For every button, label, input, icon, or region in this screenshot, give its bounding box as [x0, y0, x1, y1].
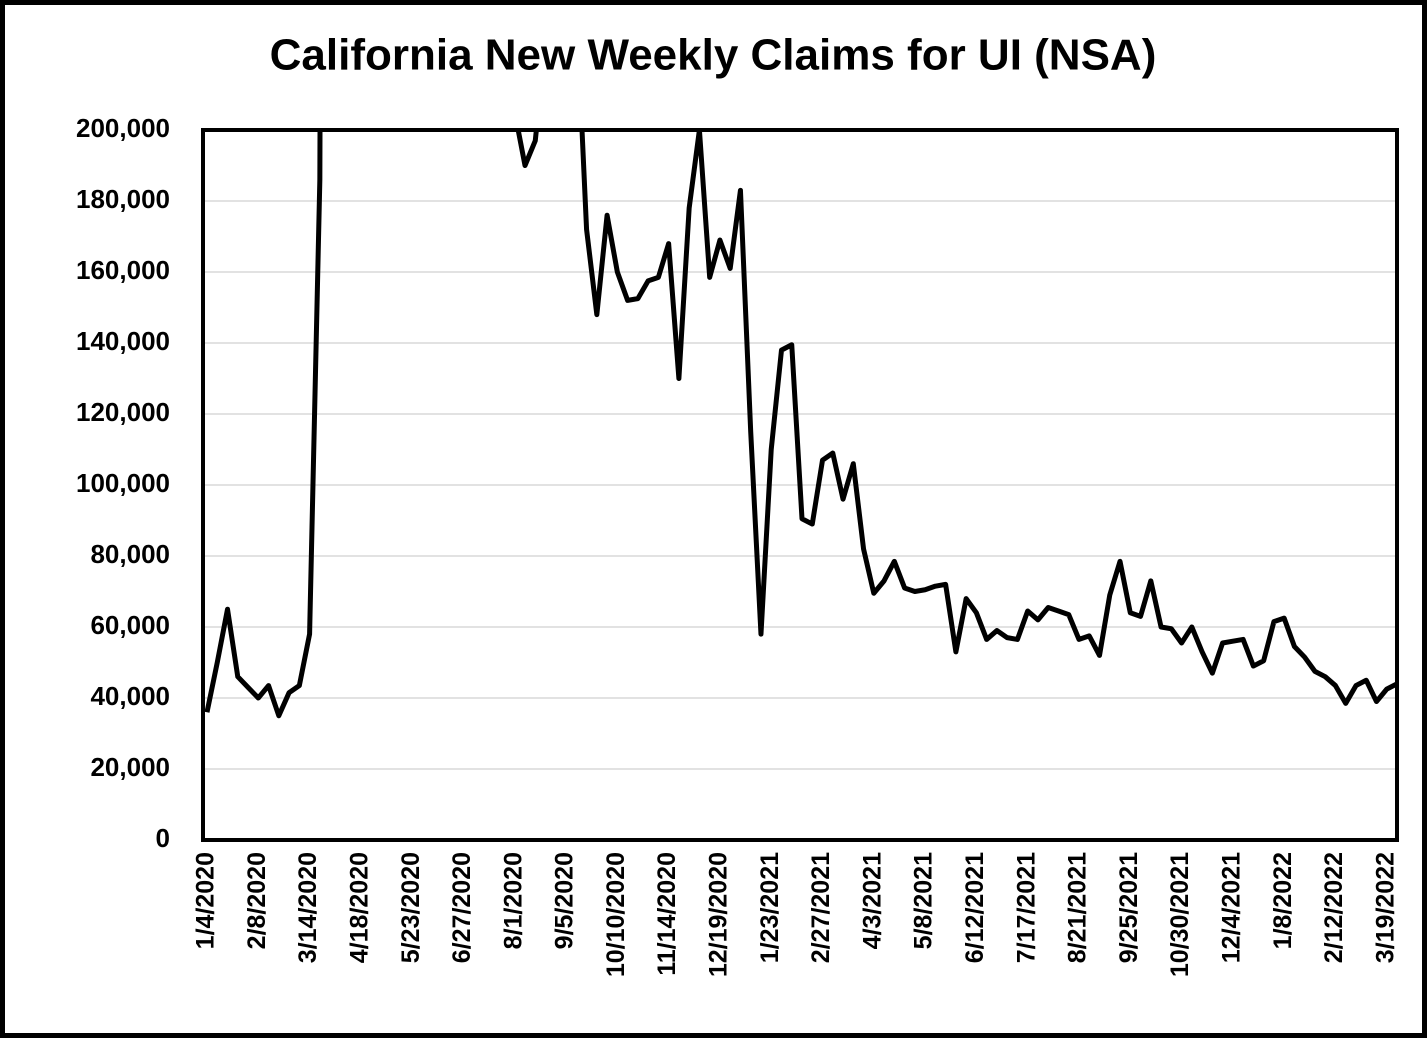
y-tick-label: 0 — [156, 823, 170, 853]
x-tick-label: 3/19/2022 — [1371, 852, 1399, 963]
x-tick-label: 6/12/2021 — [961, 852, 989, 963]
x-tick-label: 8/21/2021 — [1064, 852, 1092, 963]
x-tick-label: 1/8/2022 — [1269, 852, 1297, 949]
plot-area — [204, 130, 1397, 719]
y-tick-label: 180,000 — [76, 184, 170, 214]
x-tick-label: 10/10/2020 — [602, 852, 630, 977]
x-tick-label: 10/30/2021 — [1166, 852, 1194, 977]
x-tick-label: 1/23/2021 — [756, 852, 784, 963]
x-tick-label: 2/12/2022 — [1320, 852, 1348, 963]
x-tick-label: 2/27/2021 — [807, 852, 835, 963]
x-tick-label: 9/25/2021 — [1115, 852, 1143, 963]
x-tick-label: 11/14/2020 — [653, 852, 681, 976]
x-tick-label: 2/8/2020 — [243, 852, 271, 949]
y-tick-label: 80,000 — [90, 539, 170, 569]
x-tick-label: 4/18/2020 — [345, 852, 373, 963]
y-tick-label: 20,000 — [90, 752, 170, 782]
y-tick-label: 60,000 — [90, 610, 170, 640]
data-line — [204, 130, 1397, 719]
chart-title: California New Weekly Claims for UI (NSA… — [270, 31, 1157, 80]
x-tick-label: 1/4/2020 — [192, 852, 220, 949]
x-tick-label: 7/17/2021 — [1012, 852, 1040, 963]
x-tick-label: 12/19/2020 — [705, 852, 733, 977]
y-tick-label: 100,000 — [76, 468, 170, 498]
x-tick-label: 5/8/2021 — [910, 852, 938, 949]
y-tick-label: 40,000 — [90, 681, 170, 711]
x-tick-label: 8/1/2020 — [499, 852, 527, 949]
y-tick-label: 160,000 — [76, 255, 170, 285]
y-tick-label: 120,000 — [76, 397, 170, 427]
x-tick-label: 6/27/2020 — [448, 852, 476, 963]
x-tick-label: 9/5/2020 — [551, 852, 579, 949]
x-tick-label: 4/3/2021 — [858, 852, 886, 949]
x-tick-label: 12/4/2021 — [1217, 852, 1245, 963]
y-tick-label: 140,000 — [76, 326, 170, 356]
x-tick-label: 5/23/2020 — [397, 852, 425, 963]
x-tick-label: 3/14/2020 — [294, 852, 322, 963]
y-tick-label: 200,000 — [76, 113, 170, 143]
plot-border — [201, 128, 1399, 842]
